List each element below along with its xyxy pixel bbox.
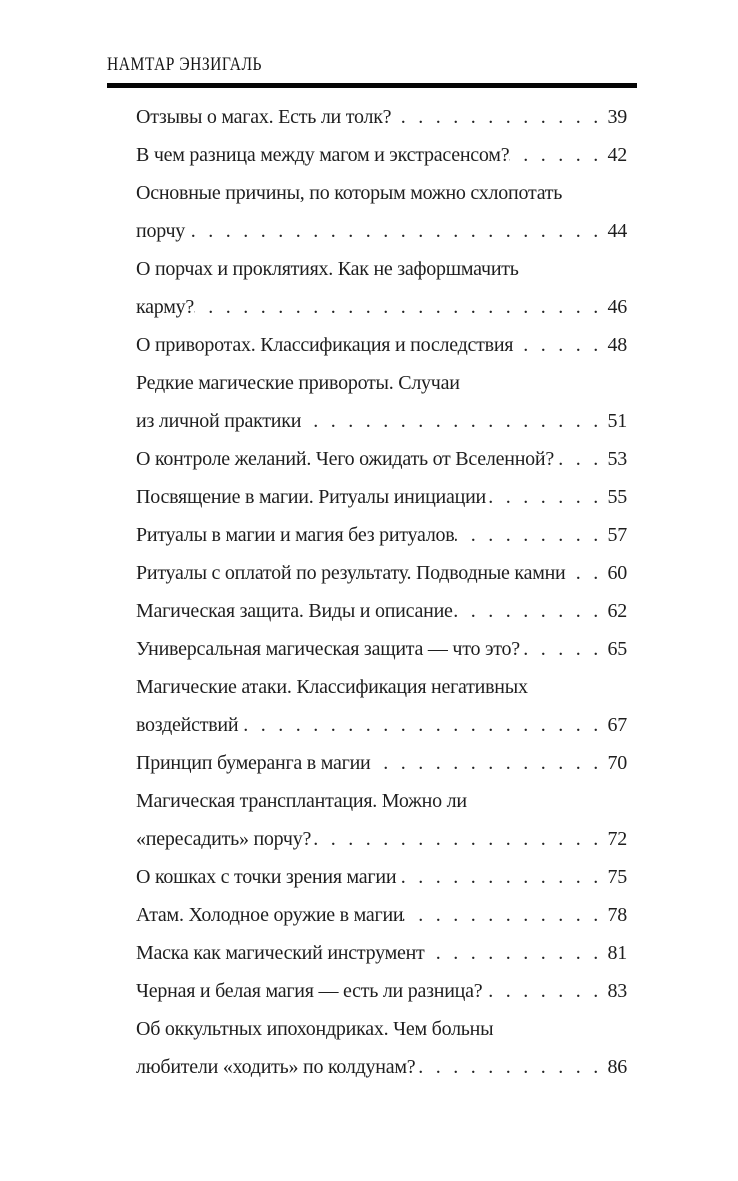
toc-page-number: 42 [607, 144, 628, 166]
toc-entry-text: карму? [136, 296, 195, 318]
toc-line: порчу. . . . . . . . . . . . . . . . . .… [136, 212, 627, 250]
toc-line: О кошках с точки зрения магии. . . . . .… [136, 858, 627, 896]
toc-line: Магическая трансплантация. Можно ли [136, 782, 627, 820]
toc-line: Ритуалы в магии и магия без ритуалов. . … [136, 516, 627, 554]
toc-page-number: 46 [607, 296, 628, 318]
toc-line: О порчах и проклятиях. Как не зафоршмачи… [136, 250, 627, 288]
toc-line: Посвящение в магии. Ритуалы инициации. .… [136, 478, 627, 516]
toc-line: В чем разница между магом и экстрасенсом… [136, 136, 627, 174]
toc-entry-text: Основные причины, по которым можно схлоп… [136, 182, 563, 204]
dot-leader: . . . . . . . . . . . . . . . . . . . . … [396, 866, 598, 888]
dot-leader: . . . . . . . . . . . . . . . . . . . . … [238, 714, 598, 736]
toc-line: воздействий. . . . . . . . . . . . . . .… [136, 706, 627, 744]
dot-leader: . . . . . . . . . . . . . . . . . . . . … [403, 904, 598, 926]
dot-leader: . . . . . . . . . . . . . . . . . . . . … [453, 600, 598, 622]
toc-page-number: 78 [607, 904, 628, 926]
running-head-author: НАМТАР ЭНЗИГАЛЬ [107, 54, 262, 75]
toc-entry-text: Посвящение в магии. Ритуалы инициации [136, 486, 486, 508]
toc-line: Маска как магический инструмент. . . . .… [136, 934, 627, 972]
toc-line: Атам. Холодное оружие в магии. . . . . .… [136, 896, 627, 934]
toc-entry-text: О порчах и проклятиях. Как не зафоршмачи… [136, 258, 519, 280]
toc-page-number: 72 [607, 828, 628, 850]
toc-entry-text: Ритуалы в магии и магия без ритуалов [136, 524, 455, 546]
toc-entry-text: О приворотах. Классификация и последстви… [136, 334, 514, 356]
dot-leader: . . . . . . . . . . . . . . . . . . . . … [520, 638, 598, 660]
toc-page-number: 81 [607, 942, 628, 964]
toc-line: карму?. . . . . . . . . . . . . . . . . … [136, 288, 627, 326]
toc-page-number: 60 [607, 562, 628, 584]
toc-line: Основные причины, по которым можно схлоп… [136, 174, 627, 212]
toc-line: Ритуалы с оплатой по результату. Подводн… [136, 554, 627, 592]
toc-entry-text: Магическая защита. Виды и описание [136, 600, 453, 622]
toc-line: Принцип бумеранга в магии. . . . . . . .… [136, 744, 627, 782]
toc-page-number: 70 [607, 752, 628, 774]
toc-page-number: 57 [607, 524, 628, 546]
dot-leader: . . . . . . . . . . . . . . . . . . . . … [311, 828, 598, 850]
toc-entry-text: Магические атаки. Классификация негативн… [136, 676, 528, 698]
dot-leader: . . . . . . . . . . . . . . . . . . . . … [371, 752, 598, 774]
toc-entry-text: Ритуалы с оплатой по результату. Подводн… [136, 562, 566, 584]
toc-entry-text: В чем разница между магом и экстрасенсом… [136, 144, 510, 166]
toc-entry-text: Принцип бумеранга в магии [136, 752, 371, 774]
header-rule [107, 83, 637, 88]
dot-leader: . . . . . . . . . . . . . . . . . . . . … [301, 410, 598, 432]
toc-entry-text: Редкие магические привороты. Случаи [136, 372, 460, 394]
toc-entry-text: воздействий [136, 714, 239, 736]
toc-line: Отзывы о магах. Есть ли толк?. . . . . .… [136, 98, 627, 136]
toc-entry-text: Маска как магический инструмент [136, 942, 425, 964]
toc-page-number: 44 [607, 220, 628, 242]
toc-entry-text: порчу [136, 220, 186, 242]
toc-page-number: 83 [607, 980, 628, 1002]
dot-leader: . . . . . . . . . . . . . . . . . . . . … [425, 942, 598, 964]
toc-entry-text: О контроле желаний. Чего ожидать от Всел… [136, 448, 554, 470]
dot-leader: . . . . . . . . . . . . . . . . . . . . … [566, 562, 598, 584]
toc-entry-text: «пересадить» порчу? [136, 828, 312, 850]
toc-entry-text: Атам. Холодное оружие в магии [136, 904, 404, 926]
dot-leader: . . . . . . . . . . . . . . . . . . . . … [482, 980, 598, 1002]
toc-line: О контроле желаний. Чего ожидать от Всел… [136, 440, 627, 478]
toc-page-number: 53 [607, 448, 628, 470]
toc-entry-text: Магическая трансплантация. Можно ли [136, 790, 467, 812]
toc-line: Черная и белая магия — есть ли разница?.… [136, 972, 627, 1010]
toc-page-number: 62 [607, 600, 628, 622]
toc-line: из личной практики. . . . . . . . . . . … [136, 402, 627, 440]
page-content: НАМТАР ЭНЗИГАЛЬ Отзывы о магах. Есть ли … [107, 54, 637, 1086]
toc-entry-text: Об оккультных ипохондриках. Чем больны [136, 1018, 494, 1040]
toc-page-number: 48 [607, 334, 628, 356]
toc-line: «пересадить» порчу?. . . . . . . . . . .… [136, 820, 627, 858]
toc-list: Отзывы о магах. Есть ли толк?. . . . . .… [136, 98, 627, 1086]
toc-page-number: 86 [607, 1056, 628, 1078]
dot-leader: . . . . . . . . . . . . . . . . . . . . … [185, 220, 598, 242]
toc-page-number: 67 [607, 714, 628, 736]
toc-line: Магические атаки. Классификация негативн… [136, 668, 627, 706]
toc-entry-text: любители «ходить» по колдунам? [136, 1056, 416, 1078]
toc-page-number: 39 [607, 106, 628, 128]
dot-leader: . . . . . . . . . . . . . . . . . . . . … [486, 486, 598, 508]
toc-line: любители «ходить» по колдунам?. . . . . … [136, 1048, 627, 1086]
toc-entry-text: из личной практики [136, 410, 302, 432]
toc-entry-text: Черная и белая магия — есть ли разница? [136, 980, 483, 1002]
toc-page-number: 55 [607, 486, 628, 508]
toc-page-number: 65 [607, 638, 628, 660]
toc-line: Универсальная магическая защита — что эт… [136, 630, 627, 668]
dot-leader: . . . . . . . . . . . . . . . . . . . . … [455, 524, 599, 546]
dot-leader: . . . . . . . . . . . . . . . . . . . . … [509, 144, 598, 166]
toc-line: Редкие магические привороты. Случаи [136, 364, 627, 402]
toc-entry-text: Универсальная магическая защита — что эт… [136, 638, 520, 660]
toc-page-number: 51 [607, 410, 628, 432]
dot-leader: . . . . . . . . . . . . . . . . . . . . … [554, 448, 598, 470]
toc-page-number: 75 [607, 866, 628, 888]
toc-entry-text: Отзывы о магах. Есть ли толк? [136, 106, 392, 128]
toc-line: О приворотах. Классификация и последстви… [136, 326, 627, 364]
dot-leader: . . . . . . . . . . . . . . . . . . . . … [513, 334, 598, 356]
toc-line: Об оккультных ипохондриках. Чем больны [136, 1010, 627, 1048]
dot-leader: . . . . . . . . . . . . . . . . . . . . … [415, 1056, 598, 1078]
dot-leader: . . . . . . . . . . . . . . . . . . . . … [391, 106, 598, 128]
dot-leader: . . . . . . . . . . . . . . . . . . . . … [194, 296, 598, 318]
toc-line: Магическая защита. Виды и описание. . . … [136, 592, 627, 630]
toc-entry-text: О кошках с точки зрения магии [136, 866, 397, 888]
